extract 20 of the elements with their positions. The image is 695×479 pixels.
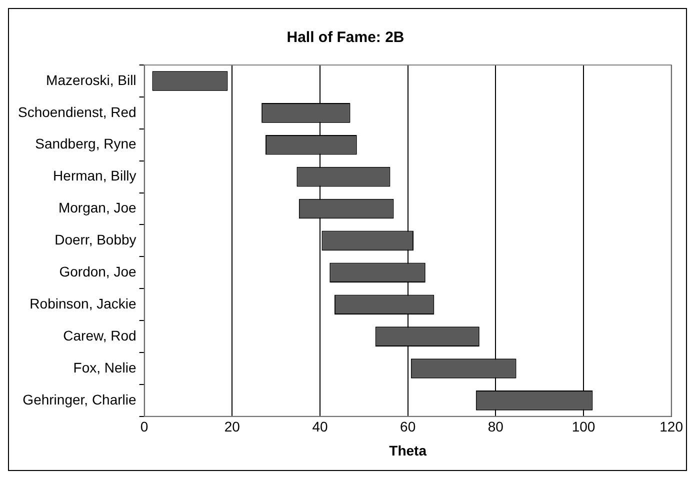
x-tick-label: 0 <box>140 418 148 435</box>
y-tick-label: Gehringer, Charlie <box>22 391 137 408</box>
y-tick-label: Herman, Billy <box>53 168 136 184</box>
x-tick-label: 80 <box>488 418 504 435</box>
y-tick-label: Gordon, Joe <box>59 264 136 280</box>
x-tick-label: 120 <box>660 418 684 435</box>
y-tick-label: Robinson, Jackie <box>30 295 137 312</box>
y-tick-label: Mazeroski, Bill <box>46 72 136 88</box>
y-tick-label: Schoendienst, Red <box>18 104 136 120</box>
y-tick-label: Fox, Nelie <box>73 359 137 376</box>
chart-title: Hall of Fame: 2B <box>286 29 404 46</box>
y-tick-label: Sandberg, Ryne <box>35 136 137 152</box>
y-tick-label: Morgan, Joe <box>58 200 137 216</box>
y-tick-label: Doerr, Bobby <box>54 232 136 248</box>
x-tick-label: 20 <box>224 418 240 435</box>
x-tick-label: 40 <box>312 418 328 435</box>
x-axis-title: Theta <box>389 442 427 458</box>
x-tick-label: 100 <box>572 418 596 435</box>
x-tick-label: 60 <box>400 418 416 435</box>
y-tick-label: Carew, Rod <box>63 327 136 344</box>
